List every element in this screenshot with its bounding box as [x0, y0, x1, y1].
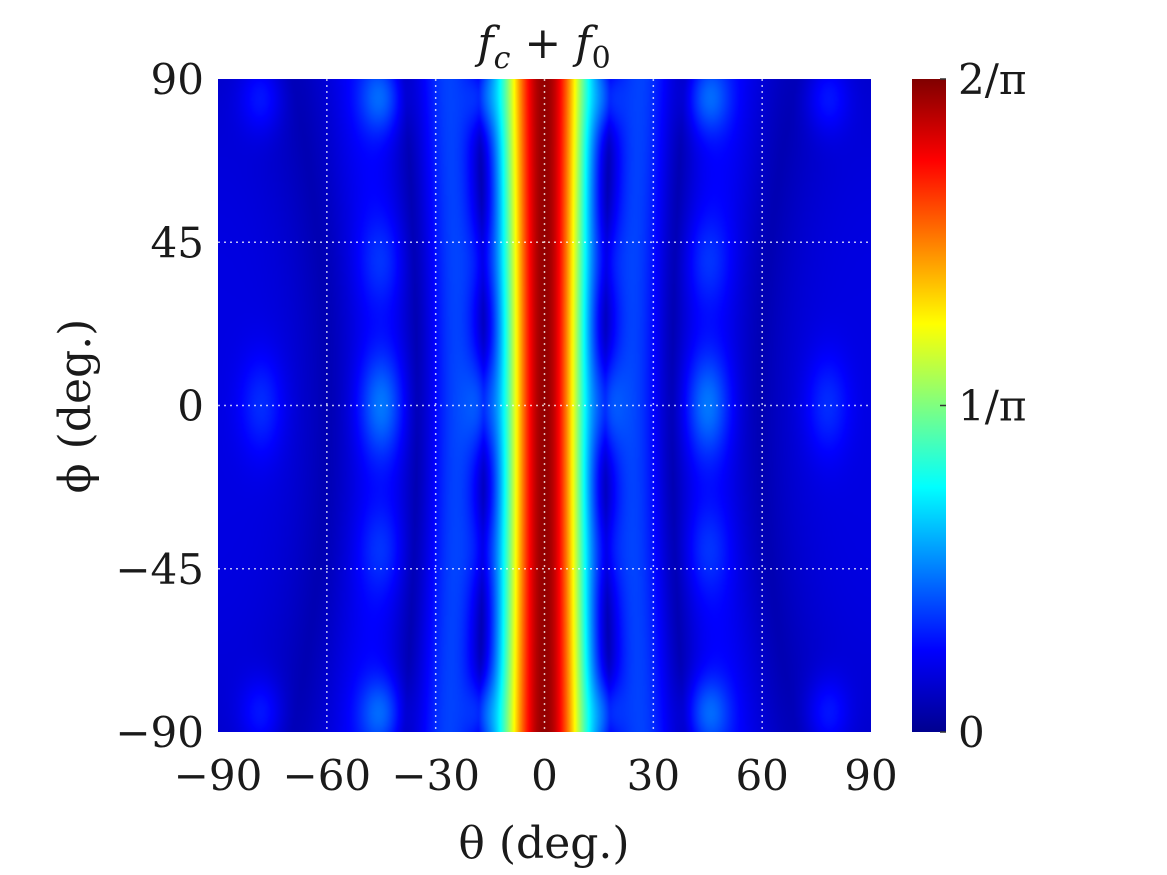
x-tick-label: 0: [531, 751, 558, 800]
y-tick-label: 0: [177, 382, 204, 431]
x-tick-label: 90: [844, 751, 897, 800]
y-tick-labels: −90 −45 0 45 90: [115, 55, 204, 757]
x-tick-labels: −90 −60 −30 0 30 60 90: [174, 751, 898, 800]
x-tick-label: −30: [391, 751, 480, 800]
colorbar-tick-label: 1/π: [958, 382, 1026, 431]
colorbar: 0 1/π 2/π: [912, 55, 1026, 757]
colorbar-tick-label: 0: [958, 708, 985, 757]
chart-title: fc + f0: [474, 18, 610, 76]
x-tick-label: 60: [735, 751, 788, 800]
colorbar-tick-label: 2/π: [958, 55, 1026, 104]
y-tick-label: −45: [115, 545, 204, 594]
colorbar-ticks: 0 1/π 2/π: [940, 55, 1026, 757]
x-axis-label: θ (deg.): [458, 818, 629, 869]
y-tick-label: 90: [151, 55, 204, 104]
y-axis-label: ϕ (deg.): [50, 319, 101, 494]
x-tick-label: −60: [283, 751, 372, 800]
grid-lines: [218, 79, 871, 732]
y-tick-label: −90: [115, 708, 204, 757]
x-tick-label: −90: [174, 751, 263, 800]
y-tick-label: 45: [151, 218, 204, 267]
x-tick-label: 30: [627, 751, 680, 800]
plot-area: [218, 79, 871, 732]
